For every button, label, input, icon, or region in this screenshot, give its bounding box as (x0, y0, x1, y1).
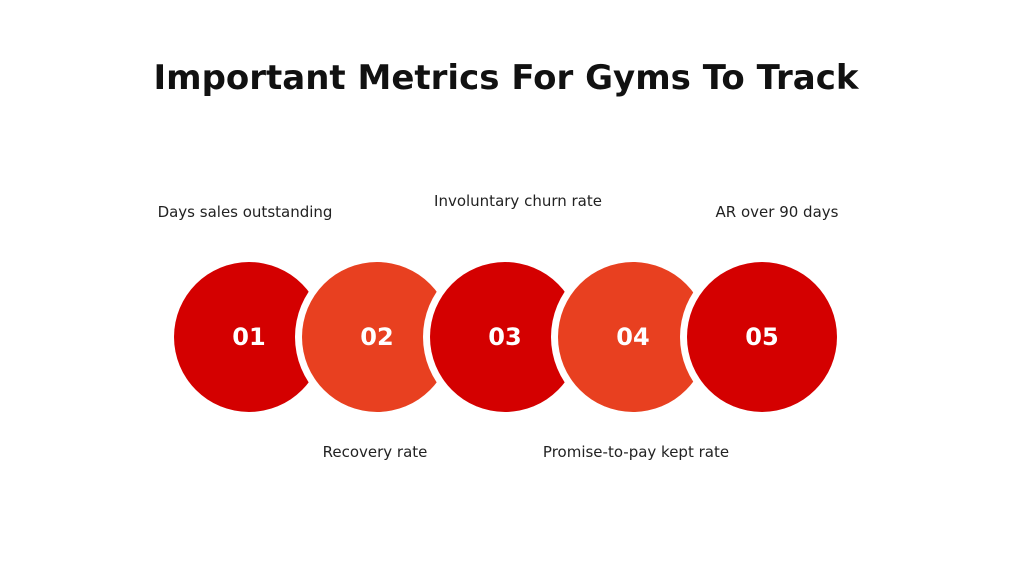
step-circle-3: 03 (430, 262, 580, 412)
step-label-2: Recovery rate (322, 443, 428, 461)
step-number-2: 02 (360, 323, 394, 351)
step-label-3: Involuntary churn rate (434, 192, 602, 210)
step-number-3: 03 (488, 323, 522, 351)
step-number-1: 01 (232, 323, 266, 351)
step-label-5: AR over 90 days (715, 203, 839, 221)
step-circle-2: 02 (302, 262, 452, 412)
step-label-1: Days sales outstanding (157, 203, 333, 221)
step-circle-1: 01 (174, 262, 324, 412)
step-number-5: 05 (745, 323, 779, 351)
step-circle-4: 04 (558, 262, 708, 412)
step-circle-5: 05 (687, 262, 837, 412)
page-title: Important Metrics For Gyms To Track (153, 58, 859, 98)
step-label-4: Promise-to-pay kept rate (542, 443, 730, 461)
step-number-4: 04 (616, 323, 650, 351)
